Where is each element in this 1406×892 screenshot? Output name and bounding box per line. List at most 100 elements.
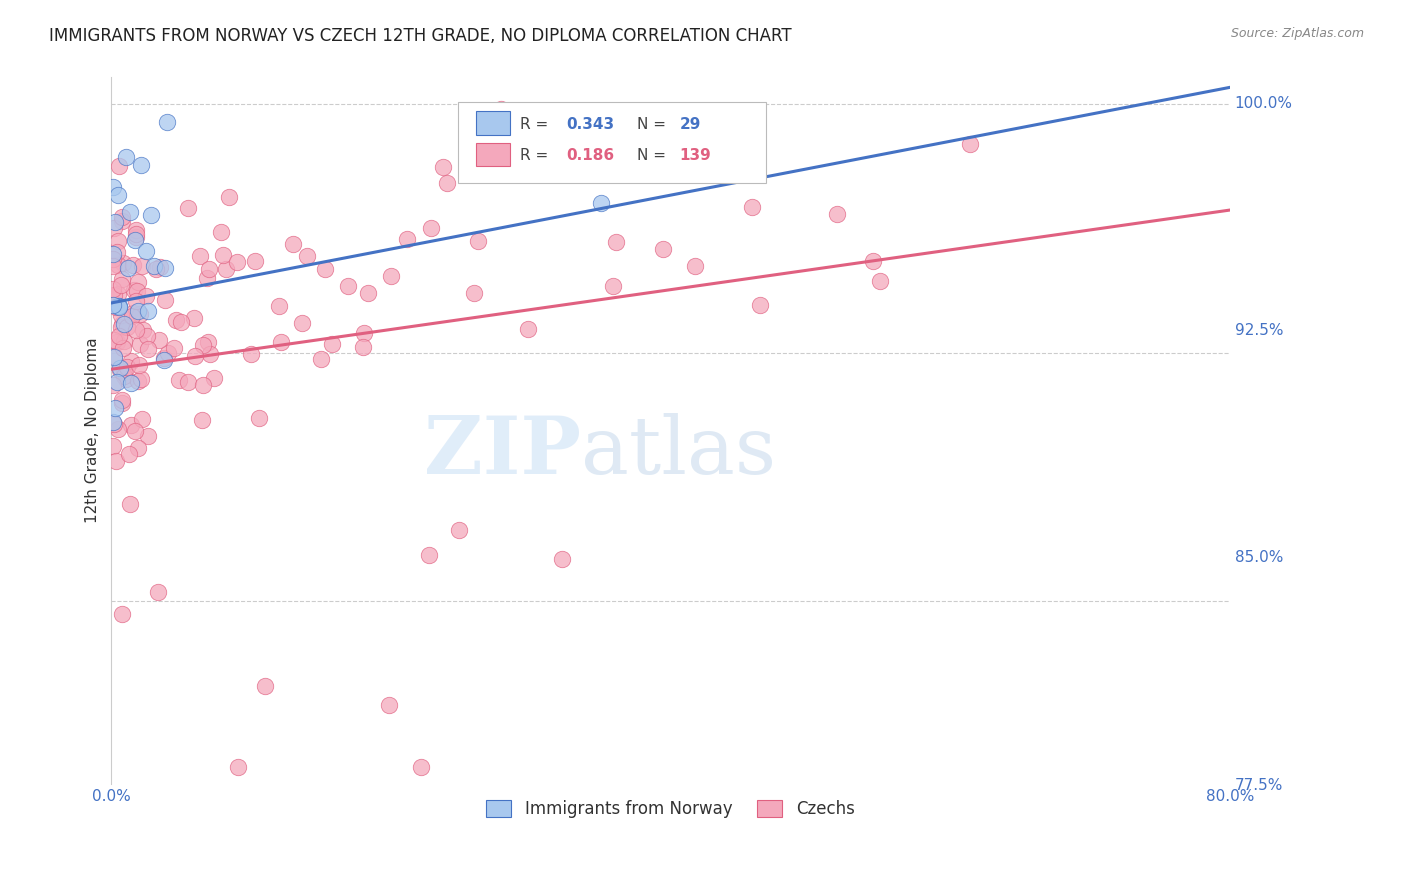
Point xyxy=(825,206,848,220)
Point xyxy=(749,298,772,312)
FancyBboxPatch shape xyxy=(458,103,766,184)
Point xyxy=(135,244,157,259)
Point xyxy=(112,341,135,355)
Point xyxy=(115,319,138,334)
Point xyxy=(418,548,440,562)
Point xyxy=(110,308,132,322)
Point xyxy=(143,259,166,273)
Point xyxy=(467,234,489,248)
Point xyxy=(139,208,162,222)
Point xyxy=(627,161,650,176)
Point xyxy=(149,260,172,275)
Text: N =: N = xyxy=(637,148,671,163)
Point xyxy=(212,248,235,262)
Point xyxy=(489,102,512,116)
Point xyxy=(281,237,304,252)
Text: R =: R = xyxy=(520,148,553,163)
Point xyxy=(117,260,139,275)
Point xyxy=(395,232,418,246)
Point xyxy=(111,392,134,407)
Point xyxy=(409,760,432,774)
Point xyxy=(115,372,138,386)
Text: 0.186: 0.186 xyxy=(567,148,614,163)
Point xyxy=(218,190,240,204)
Point xyxy=(436,176,458,190)
Text: R =: R = xyxy=(520,117,553,131)
Point xyxy=(419,221,441,235)
Point xyxy=(602,278,624,293)
Point xyxy=(124,323,146,337)
Point xyxy=(191,338,214,352)
Point xyxy=(131,158,153,172)
Point xyxy=(651,242,673,256)
Point xyxy=(127,441,149,455)
Point xyxy=(191,413,214,427)
Point xyxy=(108,299,131,313)
Point xyxy=(129,372,152,386)
Point xyxy=(432,160,454,174)
Y-axis label: 12th Grade, No Diploma: 12th Grade, No Diploma xyxy=(86,338,100,524)
Point xyxy=(101,377,124,392)
Point xyxy=(589,196,612,211)
Point xyxy=(131,259,153,273)
Point xyxy=(153,293,176,308)
Point xyxy=(110,278,132,293)
Point xyxy=(112,317,135,331)
Text: IMMIGRANTS FROM NORWAY VS CZECH 12TH GRADE, NO DIPLOMA CORRELATION CHART: IMMIGRANTS FROM NORWAY VS CZECH 12TH GRA… xyxy=(49,27,792,45)
Point xyxy=(121,309,143,323)
Point xyxy=(128,358,150,372)
Point xyxy=(156,346,179,360)
Point xyxy=(101,246,124,260)
Point xyxy=(103,417,125,431)
Point xyxy=(197,334,219,349)
Point xyxy=(176,201,198,215)
Point xyxy=(357,286,380,301)
Point xyxy=(101,439,124,453)
Point xyxy=(152,353,174,368)
Point xyxy=(112,369,135,384)
Point xyxy=(120,496,142,510)
Point xyxy=(378,698,401,713)
Point xyxy=(124,424,146,438)
Point xyxy=(101,260,124,274)
Point xyxy=(321,336,343,351)
Point xyxy=(101,415,124,429)
Point xyxy=(125,227,148,242)
Point xyxy=(215,261,238,276)
Point xyxy=(136,429,159,443)
Point xyxy=(101,252,124,267)
Point xyxy=(135,289,157,303)
Point xyxy=(183,311,205,326)
Point xyxy=(111,318,134,332)
Point xyxy=(118,447,141,461)
Point xyxy=(145,262,167,277)
Point xyxy=(156,115,179,129)
Point xyxy=(107,259,129,273)
Point xyxy=(124,233,146,247)
Point xyxy=(295,249,318,263)
Point xyxy=(107,299,129,313)
Point xyxy=(605,235,627,249)
Point xyxy=(167,373,190,387)
Point xyxy=(170,315,193,329)
Point xyxy=(128,307,150,321)
Point xyxy=(195,271,218,285)
Point xyxy=(862,254,884,268)
Point xyxy=(103,334,125,348)
Point xyxy=(200,347,222,361)
Point xyxy=(111,607,134,621)
Point xyxy=(155,260,177,275)
Point xyxy=(107,188,129,202)
Point xyxy=(551,552,574,566)
Point xyxy=(314,261,336,276)
Point xyxy=(741,201,763,215)
Point xyxy=(136,328,159,343)
Point xyxy=(120,417,142,432)
Point xyxy=(129,337,152,351)
Point xyxy=(309,352,332,367)
Point xyxy=(254,679,277,693)
Point xyxy=(165,313,187,327)
Point xyxy=(152,351,174,366)
Point xyxy=(336,279,359,293)
Point xyxy=(110,363,132,377)
